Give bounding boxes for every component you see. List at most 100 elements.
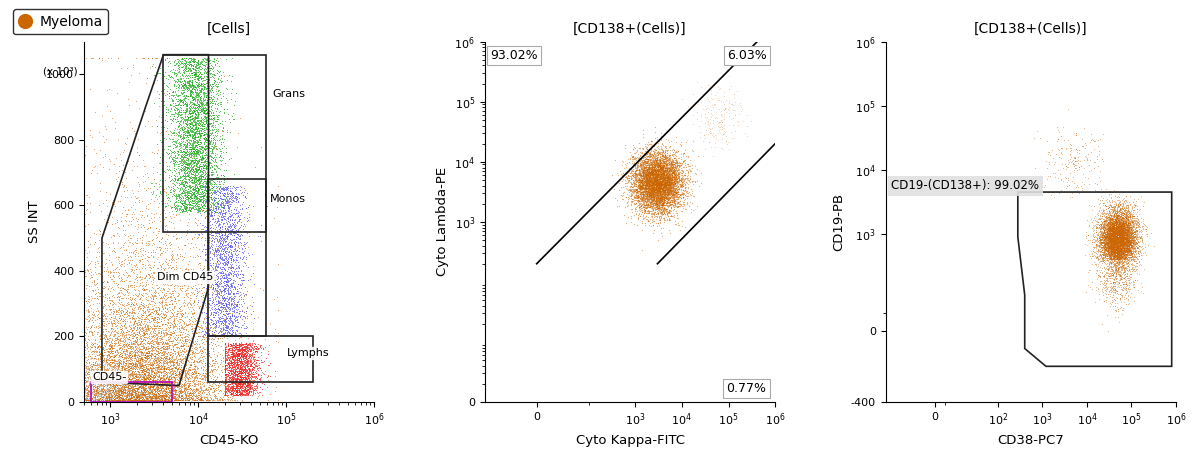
Point: [222, 211, 241, 219]
Point: [198, 346, 217, 353]
Point: [119, 395, 138, 403]
Point: [211, 189, 230, 196]
Point: [618, 171, 637, 179]
Point: [220, 213, 239, 220]
Point: [150, 359, 169, 366]
Point: [144, 360, 163, 367]
Point: [1105, 247, 1124, 255]
Point: [194, 276, 214, 283]
Point: [631, 183, 650, 190]
Point: [187, 134, 206, 141]
Point: [167, 310, 186, 318]
Point: [191, 394, 210, 401]
Point: [133, 221, 152, 229]
Point: [230, 341, 250, 348]
Point: [637, 171, 656, 179]
Point: [215, 241, 234, 248]
Point: [1112, 255, 1132, 263]
Point: [1110, 248, 1129, 255]
Point: [235, 360, 254, 368]
Point: [1120, 245, 1139, 252]
Point: [660, 198, 679, 206]
Point: [1093, 270, 1112, 277]
Point: [1109, 216, 1128, 224]
Point: [218, 232, 238, 239]
Point: [1094, 236, 1114, 243]
Point: [192, 266, 211, 274]
Point: [1104, 224, 1123, 231]
Point: [646, 181, 665, 188]
Point: [1122, 222, 1141, 229]
Point: [1109, 223, 1128, 231]
Point: [186, 121, 205, 128]
Point: [655, 176, 674, 184]
Point: [68, 369, 88, 376]
Point: [1093, 225, 1112, 232]
Point: [173, 306, 192, 314]
Point: [163, 232, 182, 239]
Point: [220, 368, 239, 375]
Point: [169, 365, 188, 372]
Point: [134, 395, 154, 402]
Point: [1114, 240, 1133, 247]
Point: [1108, 240, 1127, 247]
Point: [1087, 231, 1106, 238]
Point: [652, 184, 671, 191]
Point: [1123, 233, 1142, 241]
Point: [101, 390, 120, 398]
Point: [68, 298, 88, 305]
Point: [150, 348, 169, 355]
Point: [1048, 137, 1067, 145]
Point: [1100, 228, 1120, 235]
Point: [184, 128, 203, 136]
Point: [652, 186, 671, 193]
Point: [164, 375, 184, 382]
Point: [215, 390, 234, 398]
Point: [175, 386, 194, 393]
Point: [1102, 235, 1121, 243]
Point: [234, 350, 253, 358]
Point: [224, 308, 244, 316]
Point: [1112, 227, 1132, 235]
Point: [143, 393, 162, 401]
Point: [43, 391, 62, 399]
Point: [1105, 255, 1124, 262]
Point: [60, 386, 79, 393]
Point: [121, 395, 140, 402]
Point: [188, 160, 208, 167]
Point: [1106, 236, 1126, 243]
Point: [55, 380, 74, 387]
Point: [1096, 244, 1115, 252]
Point: [1087, 242, 1106, 249]
Point: [210, 334, 229, 341]
Point: [154, 292, 173, 299]
Point: [638, 165, 658, 173]
Point: [1116, 240, 1135, 247]
Point: [1116, 222, 1135, 229]
Point: [94, 317, 113, 325]
Point: [1093, 229, 1112, 236]
Point: [240, 276, 259, 283]
Point: [240, 379, 259, 386]
Point: [224, 276, 244, 284]
Point: [194, 188, 214, 196]
Point: [1116, 244, 1135, 251]
Point: [227, 248, 246, 255]
Point: [224, 380, 244, 387]
Point: [1102, 219, 1121, 227]
Point: [1108, 216, 1127, 224]
Point: [107, 388, 126, 395]
Point: [640, 165, 659, 173]
Point: [67, 379, 86, 387]
Point: [118, 377, 137, 385]
Point: [647, 159, 666, 166]
Point: [101, 369, 120, 376]
Point: [650, 188, 670, 195]
Point: [103, 398, 122, 405]
Point: [110, 377, 130, 384]
Point: [72, 340, 91, 347]
Point: [180, 166, 199, 174]
Point: [637, 155, 656, 163]
Point: [156, 279, 175, 286]
Point: [1115, 247, 1134, 254]
